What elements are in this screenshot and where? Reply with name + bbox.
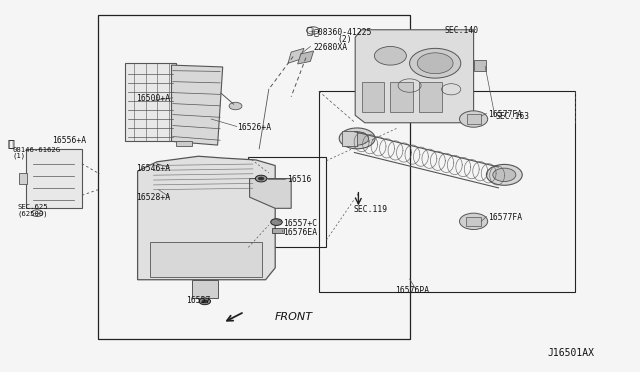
Text: 16526+A: 16526+A — [237, 123, 271, 132]
Polygon shape — [272, 228, 284, 233]
Circle shape — [374, 46, 406, 65]
Circle shape — [486, 164, 522, 185]
Text: 16557: 16557 — [186, 296, 210, 305]
Polygon shape — [26, 149, 82, 208]
Text: 16546+A: 16546+A — [136, 164, 170, 173]
Circle shape — [202, 299, 208, 303]
Circle shape — [417, 53, 453, 74]
Text: 08360-41225: 08360-41225 — [314, 27, 372, 36]
Polygon shape — [172, 65, 223, 145]
Text: 16576PA: 16576PA — [396, 286, 429, 295]
Polygon shape — [419, 82, 442, 112]
Text: FRONT: FRONT — [275, 312, 313, 322]
Text: Ⓢ: Ⓢ — [307, 26, 313, 35]
Text: 16577FA: 16577FA — [488, 213, 522, 222]
Circle shape — [271, 219, 282, 225]
Text: (1): (1) — [13, 153, 26, 160]
Circle shape — [460, 111, 488, 127]
Text: SEC.140: SEC.140 — [445, 26, 479, 35]
Polygon shape — [342, 131, 357, 146]
Text: 16556+A: 16556+A — [52, 136, 86, 145]
Polygon shape — [19, 173, 27, 184]
Text: 22680XA: 22680XA — [314, 43, 348, 52]
Polygon shape — [138, 156, 275, 280]
Text: SEC.163: SEC.163 — [496, 112, 530, 121]
Polygon shape — [176, 141, 192, 146]
Text: Ⓐ: Ⓐ — [8, 139, 15, 148]
Text: 16528+A: 16528+A — [136, 193, 170, 202]
Text: 16557+C: 16557+C — [283, 219, 317, 228]
Text: (2): (2) — [337, 35, 352, 44]
Text: SEC.119: SEC.119 — [353, 205, 387, 214]
Polygon shape — [466, 217, 481, 226]
Circle shape — [346, 132, 369, 145]
Text: Ⓢ: Ⓢ — [8, 139, 14, 148]
Circle shape — [493, 168, 516, 182]
Text: 16500+A: 16500+A — [136, 94, 170, 103]
Circle shape — [199, 298, 211, 305]
Text: J16501AX: J16501AX — [547, 348, 594, 357]
Text: 08146-6162G: 08146-6162G — [13, 147, 61, 153]
Polygon shape — [467, 114, 481, 124]
Polygon shape — [390, 82, 413, 112]
Polygon shape — [150, 242, 262, 277]
Circle shape — [410, 48, 461, 78]
Polygon shape — [298, 51, 314, 64]
Text: SEC.625: SEC.625 — [18, 204, 49, 210]
Polygon shape — [250, 179, 291, 208]
Circle shape — [229, 102, 242, 110]
Circle shape — [339, 128, 375, 149]
Text: 16576EA: 16576EA — [283, 228, 317, 237]
Polygon shape — [192, 280, 218, 298]
Circle shape — [460, 213, 488, 230]
Text: 16577FA: 16577FA — [488, 110, 522, 119]
Polygon shape — [362, 82, 384, 112]
Polygon shape — [288, 48, 304, 63]
Polygon shape — [474, 60, 486, 71]
Polygon shape — [355, 30, 474, 123]
Text: 16516: 16516 — [287, 175, 311, 184]
Polygon shape — [125, 63, 176, 141]
Circle shape — [255, 175, 267, 182]
Text: (62500): (62500) — [18, 211, 49, 217]
Circle shape — [258, 177, 264, 180]
